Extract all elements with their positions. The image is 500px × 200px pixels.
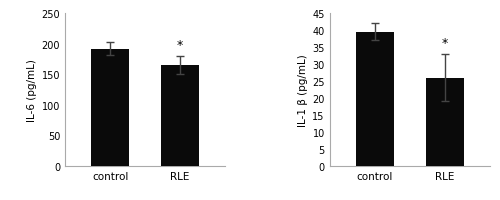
Bar: [161, 66, 199, 166]
Text: *: *: [442, 37, 448, 50]
Bar: [356, 33, 394, 166]
Y-axis label: IL-6 (pg/mL): IL-6 (pg/mL): [28, 59, 38, 121]
Bar: [91, 49, 130, 166]
Bar: [426, 78, 464, 166]
Y-axis label: IL-1 β (pg/mL): IL-1 β (pg/mL): [298, 54, 308, 126]
Text: *: *: [177, 39, 183, 52]
